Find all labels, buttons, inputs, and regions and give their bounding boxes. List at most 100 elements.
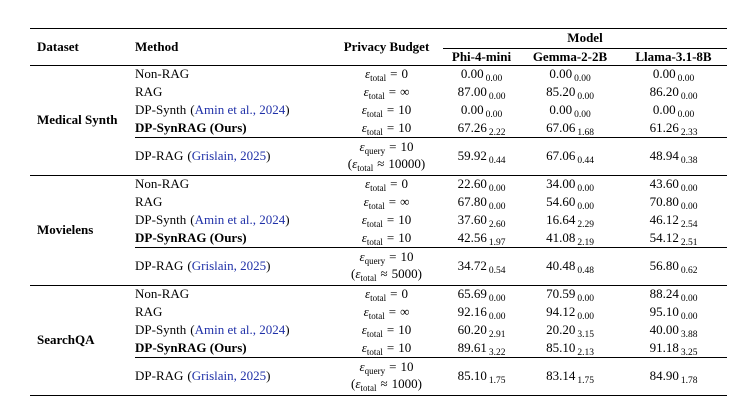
score-cell: 91.18 3.25 [620,339,727,358]
method-cell: DP-SynRAG (Ours) [135,229,330,247]
budget-value: 0 [401,66,408,82]
epsilon-symbol: ε [365,176,371,192]
epsilon-subscript: total [366,109,383,119]
score-std: 0.00 [488,294,506,305]
paren-close: ) [266,148,271,163]
privacy-budget-cell: εtotal = 10 [330,321,443,339]
epsilon-symbol: ε [363,304,369,319]
privacy-budget-cell: εtotal = 0 [330,284,443,303]
epsilon-subscript: total [368,91,385,101]
budget-value: 10 [398,339,412,355]
score-std: 1.78 [680,376,698,387]
method-cell: Non-RAG [135,284,330,303]
epsilon-symbol: ε [363,194,369,209]
budget-value: 0 [401,176,408,192]
budget-value: 10 [398,322,412,337]
paren-open: ( [351,266,356,281]
score-cell: 54.12 2.51 [620,229,727,248]
citation: (Amin et al., 2024) [190,212,289,227]
epsilon-symbol: ε [361,322,367,337]
budget-value: 10 [400,249,414,264]
table-row: DP-Synth (Amin et al., 2024) εtotal = 10 0.… [30,101,727,120]
citation-link[interactable]: Amin et al., 2024 [194,102,286,117]
score-cell: 54.60 0.00 [520,193,620,212]
method-label: RAG [135,304,163,319]
score-value: 67.06 [546,148,576,163]
epsilon-symbol: ε [352,156,358,171]
method-label: DP-RAG [135,148,184,163]
score-std: 0.00 [574,110,591,120]
score-cell: 67.06 0.44 [520,136,620,175]
score-std: 3.88 [680,330,698,340]
paren-close: ) [417,376,422,392]
score-value: 65.69 [457,286,487,302]
score-value: 88.24 [649,286,679,302]
privacy-budget-cell: εtotal = ∞ [330,303,443,321]
table-row: SearchQA Non-RAG εtotal = 0 65.69 0.00 70.5… [30,284,727,395]
budget-value: ∞ [400,84,410,99]
privacy-budget-cell: εtotal = 0 [330,174,443,193]
budget-line-query: εquery = 10 [330,249,443,266]
score-std: 2.60 [488,220,506,230]
score-std: 0.38 [680,156,698,166]
citation-link[interactable]: Amin et al., 2024 [194,322,286,337]
citation-link[interactable]: Grislain, 2025 [191,368,267,384]
col-header-method: Method [135,29,330,66]
score-value: 0.00 [652,102,676,117]
citation: (Grislain, 2025) [187,148,270,163]
method-label: DP-Synth [135,212,187,227]
score-std: 1.75 [577,376,594,387]
score-cell: 92.16 0.00 [443,303,520,322]
table-row: RAG εtotal = ∞ 67.80 0.00 54.60 0.00 70.80 0.… [30,193,727,212]
score-std: 0.44 [577,156,594,166]
epsilon-subscript: total [366,219,383,229]
score-value: 89.61 [457,339,487,355]
score-std: 3.22 [488,347,506,358]
header-row-models: Phi-4-mini Gemma-2-2B Llama-3.1-8B [30,48,727,66]
score-value: 70.80 [649,194,679,209]
paren-close: ) [285,102,290,117]
table-header: Dataset Method Privacy Budget Model Phi-… [30,29,727,66]
score-value: 46.12 [649,212,679,227]
citation-link[interactable]: Grislain, 2025 [191,148,267,163]
citation-link[interactable]: Grislain, 2025 [191,258,267,273]
epsilon-symbol: ε [363,84,369,99]
method-cell: DP-Synth (Amin et al., 2024) [135,101,330,119]
score-cell: 0.00 0.00 [520,101,620,120]
table-row: RAG εtotal = ∞ 87.00 0.00 85.20 0.00 86.20 0.… [30,83,727,102]
budget-value: 10 [398,119,412,135]
score-cell: 0.00 0.00 [443,101,520,120]
score-value: 95.10 [649,304,679,319]
relation-symbol: = [386,212,395,227]
citation-link[interactable]: Amin et al., 2024 [194,212,286,227]
score-cell: 0.00 0.00 [620,65,727,84]
relation-symbol: = [389,249,397,264]
epsilon-subscript: total [357,163,374,173]
budget-line-total: (εtotal ≈1000) [330,376,443,393]
score-cell: 67.26 2.22 [443,119,520,138]
score-std: 3.15 [577,330,594,340]
score-cell: 61.26 2.33 [620,119,727,138]
table-row-dp-rag: DP-RAG (Grislain, 2025) εquery = 10 (εtotal… [30,246,727,285]
score-std: 0.00 [577,184,594,195]
method-label: DP-Synth [135,322,187,337]
method-cell: Non-RAG [135,174,330,193]
score-std: 0.00 [677,110,695,120]
score-value: 60.20 [457,322,487,337]
paren-close: ) [285,212,290,227]
score-value: 85.10 [546,339,576,355]
score-cell: 67.06 1.68 [520,119,620,138]
score-cell: 0.00 0.00 [443,65,520,85]
score-std: 0.00 [485,74,503,85]
score-std: 0.00 [488,184,506,195]
dataset-cell: Movielens [30,174,135,285]
score-value: 42.56 [457,229,487,245]
score-std: 2.51 [680,237,698,248]
col-header-phi-4-mini: Phi-4-mini [443,48,520,66]
score-value: 43.60 [649,176,679,192]
relation-symbol: = [390,66,398,82]
score-cell: 0.00 0.00 [620,101,727,120]
score-std: 2.22 [488,127,506,138]
score-cell: 20.20 3.15 [520,321,620,340]
score-std: 1.68 [577,127,594,138]
